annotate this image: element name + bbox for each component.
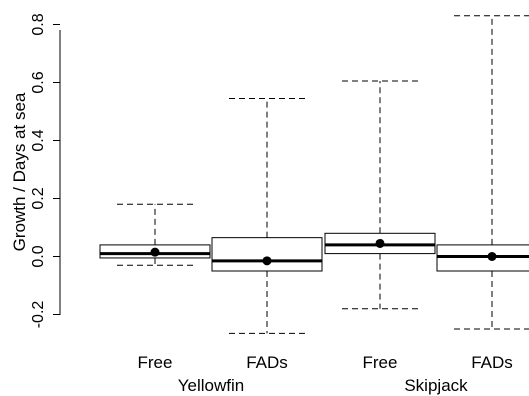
plot-area	[99, 15, 529, 334]
y-tick-label: -0.2	[30, 301, 47, 329]
x-group-label: Yellowfin	[178, 376, 244, 395]
x-category-label: FADs	[246, 353, 288, 372]
mean-point	[262, 256, 272, 266]
x-group-label: Skipjack	[404, 376, 468, 395]
x-category-label: FADs	[471, 353, 513, 372]
box-iqr	[211, 237, 323, 272]
y-tick-label: 0.0	[30, 245, 47, 267]
mean-point	[375, 238, 385, 248]
box-1	[99, 203, 211, 266]
mean-point	[487, 252, 497, 261]
y-tick-label: 0.6	[30, 71, 47, 93]
x-category-label: Free	[138, 353, 173, 372]
box-3	[324, 80, 436, 310]
y-axis-ticks: -0.2 0.0 0.2 0.4 0.6 0.8	[30, 13, 60, 328]
mean-point	[150, 247, 160, 257]
y-axis-label: Growth / Days at sea	[10, 92, 29, 251]
box-2	[211, 97, 323, 334]
x-category-label: Free	[363, 353, 398, 372]
y-tick-label: 0.4	[30, 129, 47, 151]
y-tick-label: 0.8	[30, 13, 47, 35]
box-4	[436, 15, 529, 330]
y-tick-label: 0.2	[30, 187, 47, 209]
